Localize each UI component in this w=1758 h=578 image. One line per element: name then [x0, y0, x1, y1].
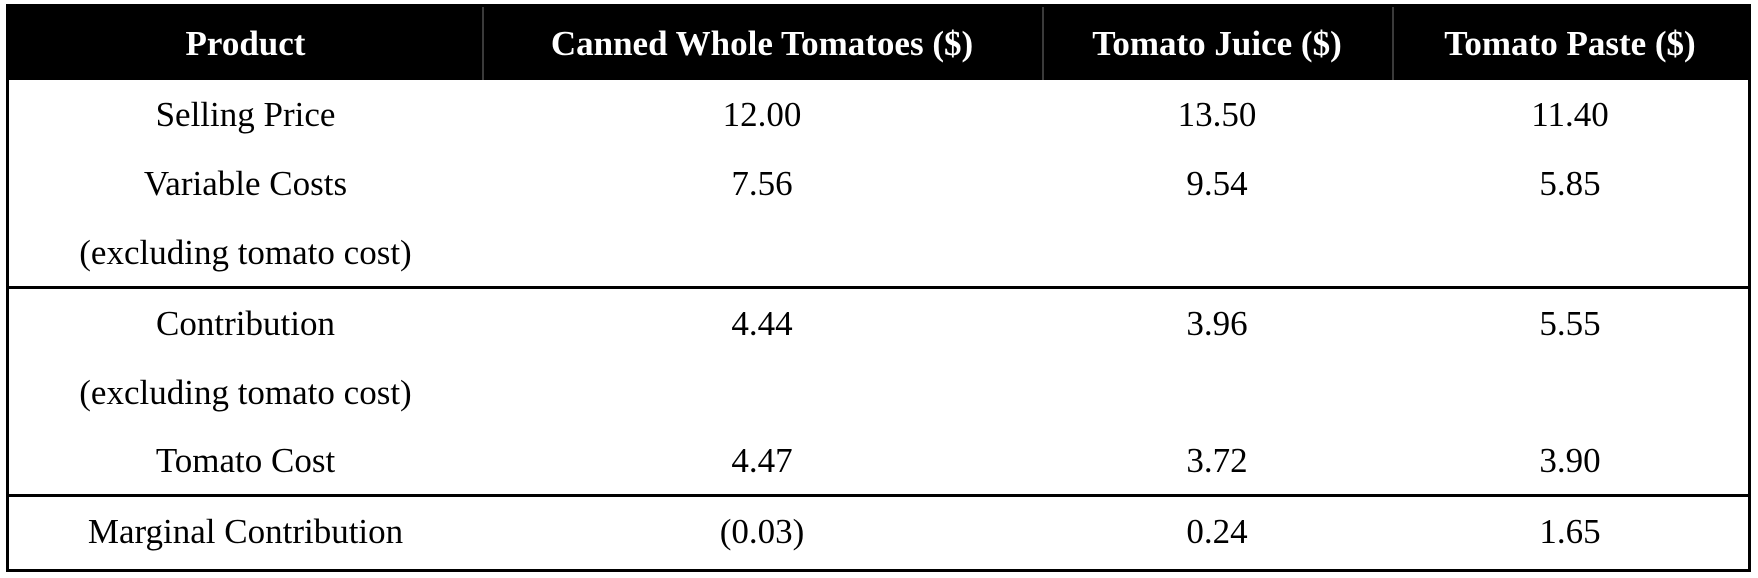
table-row: Contribution 4.44 3.96 5.55 — [9, 289, 1748, 358]
cell-value: 5.55 — [1539, 303, 1601, 343]
cell-value: 5.85 — [1539, 163, 1601, 203]
cell-value: 12.00 — [722, 94, 802, 134]
cell-value: 1.65 — [1539, 511, 1601, 551]
row-label: Marginal Contribution — [87, 511, 404, 551]
header-tomato-juice: Tomato Juice ($) — [1092, 23, 1342, 63]
section-divider — [9, 286, 1748, 289]
cell-value: 13.50 — [1177, 94, 1257, 134]
header-product: Product — [185, 23, 306, 63]
cell-value — [1042, 218, 1392, 287]
row-label: Selling Price — [155, 94, 336, 134]
cell-value: 7.56 — [731, 163, 793, 203]
table-row: (excluding tomato cost) — [9, 358, 1748, 427]
cell-value: (0.03) — [719, 511, 805, 551]
cell-value: 3.72 — [1186, 440, 1248, 480]
table-row: Marginal Contribution (0.03) 0.24 1.65 — [9, 497, 1748, 566]
row-label: (excluding tomato cost) — [79, 372, 412, 412]
cell-value — [1392, 218, 1748, 287]
header-divider — [482, 7, 484, 80]
table-row: Tomato Cost 4.47 3.72 3.90 — [9, 426, 1748, 495]
row-label: Tomato Cost — [155, 440, 336, 480]
row-label: Variable Costs — [143, 163, 348, 203]
header-divider — [1392, 7, 1394, 80]
cell-value: 4.47 — [731, 440, 793, 480]
section-divider — [9, 494, 1748, 497]
data-table: Product Canned Whole Tomatoes ($) Tomato… — [6, 4, 1751, 572]
cell-value — [1042, 358, 1392, 427]
cell-value — [1392, 358, 1748, 427]
cell-value — [482, 358, 1042, 427]
table-header: Product Canned Whole Tomatoes ($) Tomato… — [9, 7, 1748, 80]
cell-value: 11.40 — [1531, 94, 1609, 134]
header-tomato-paste: Tomato Paste ($) — [1444, 23, 1696, 63]
header-divider — [1042, 7, 1044, 80]
header-canned-whole-tomatoes: Canned Whole Tomatoes ($) — [550, 23, 974, 63]
cell-value: 3.96 — [1186, 303, 1248, 343]
cell-value — [482, 218, 1042, 287]
row-label: Contribution — [156, 303, 335, 343]
table-row: (excluding tomato cost) — [9, 218, 1748, 287]
cell-value: 0.24 — [1186, 511, 1248, 551]
table-row: Selling Price 12.00 13.50 11.40 — [9, 80, 1748, 149]
cell-value: 9.54 — [1186, 163, 1248, 203]
cell-value: 4.44 — [731, 303, 793, 343]
row-label: (excluding tomato cost) — [79, 232, 412, 272]
table-row: Variable Costs 7.56 9.54 5.85 — [9, 149, 1748, 218]
cell-value: 3.90 — [1539, 440, 1601, 480]
